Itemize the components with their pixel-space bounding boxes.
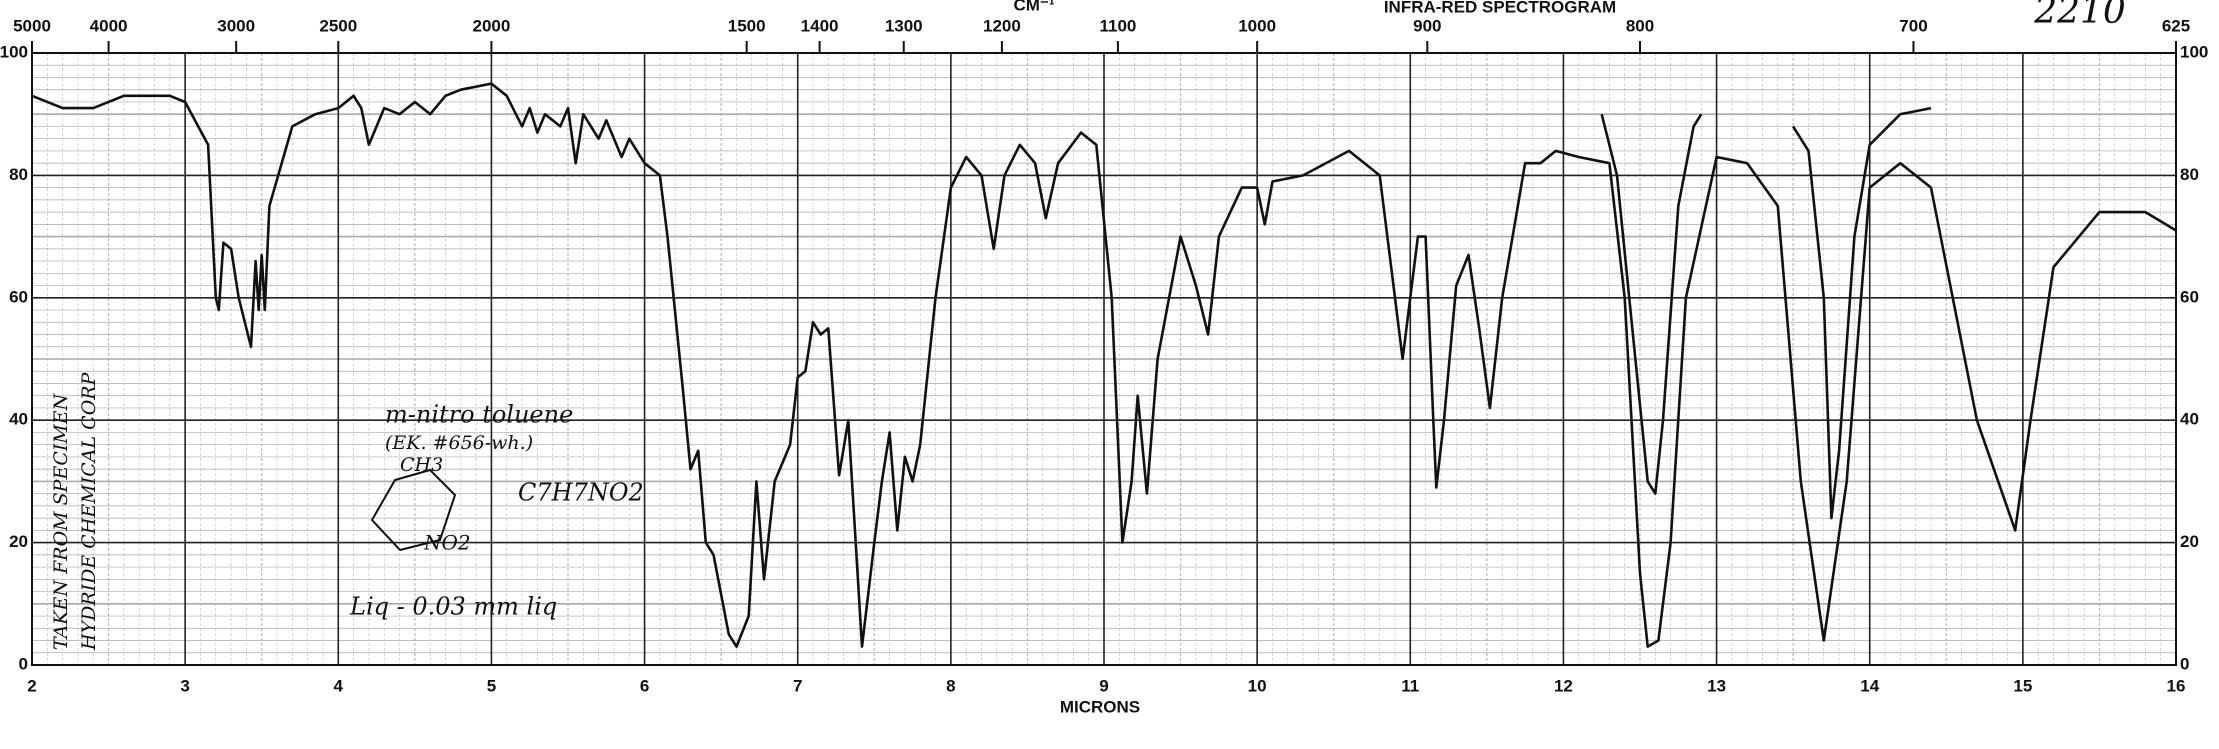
x2-tick-label: 625 — [2162, 16, 2190, 35]
x2-tick-label: 1200 — [983, 16, 1021, 35]
source-note: TAKEN FROM SPECIMEN — [50, 392, 72, 650]
x-tick-label: 15 — [2013, 676, 2032, 695]
x2-tick-label: 1500 — [728, 16, 766, 35]
compound-name: m-nitro toluene — [385, 401, 573, 429]
x2-tick-label: 1000 — [1238, 16, 1276, 35]
x-axis-label: MICRONS — [1060, 697, 1140, 716]
x-tick-label: 11 — [1401, 676, 1419, 695]
x-tick-label: 7 — [793, 676, 802, 695]
benzene-ring — [370, 468, 457, 552]
x-tick-label: 16 — [2167, 676, 2186, 695]
x-tick-label: 4 — [334, 676, 344, 695]
sample-number: 2210 — [2033, 0, 2126, 32]
plot-frame — [31, 52, 2177, 666]
x-tick-label: 9 — [1099, 676, 1108, 695]
x-tick-label: 14 — [1860, 676, 1879, 695]
x-tick-label: 10 — [1248, 676, 1267, 695]
compound-code: (EK. #656-wh.) — [385, 432, 533, 454]
x-tick-label: 3 — [180, 676, 189, 695]
y-tick-label: 60 — [9, 287, 28, 306]
y-tick-label: 80 — [2180, 165, 2199, 184]
y-tick-label: 80 — [9, 165, 28, 184]
phase: Liq - 0.03 mm liq — [349, 593, 557, 621]
x2-tick-label: 4000 — [90, 16, 128, 35]
x2-tick-label: 800 — [1626, 16, 1654, 35]
y-tick-label: 20 — [9, 532, 28, 551]
x2-tick-label: 1400 — [801, 16, 839, 35]
y-tick-label: 40 — [2180, 410, 2199, 429]
x2-tick-label: 5000 — [13, 16, 51, 35]
y-tick-label: 0 — [19, 654, 28, 673]
source-note: HYDRIDE CHEMICAL CORP — [78, 371, 100, 651]
y-tick-label: 60 — [2180, 287, 2199, 306]
x-tick-label: 6 — [640, 676, 649, 695]
y-tick-label: 20 — [2180, 532, 2199, 551]
chart-title: INFRA-RED SPECTROGRAM — [1384, 0, 1616, 16]
x-tick-label: 13 — [1707, 676, 1726, 695]
formula: C7H7NO2 — [518, 479, 644, 507]
x-tick-label: 12 — [1554, 676, 1573, 695]
x-tick-label: 5 — [487, 676, 496, 695]
x-tick-label: 2 — [27, 676, 36, 695]
x2-tick-label: 3000 — [217, 16, 255, 35]
x2-tick-label: 1300 — [885, 16, 923, 35]
x2-tick-label: 900 — [1413, 16, 1441, 35]
y-tick-label: 100 — [2180, 42, 2208, 61]
top-axis-label: CM⁻¹ — [1013, 0, 1054, 14]
y-tick-label: 0 — [2180, 654, 2189, 673]
y-tick-label: 40 — [9, 410, 28, 429]
y-tick-label: 100 — [0, 42, 28, 61]
x2-tick-label: 700 — [1899, 16, 1927, 35]
x2-tick-label: 2000 — [473, 16, 511, 35]
spectrum-line — [31, 82, 2177, 648]
annotations: m-nitro toluene (EK. #656-wh.) CH3 C7H7N… — [50, 371, 644, 651]
x2-tick-label: 2500 — [319, 16, 357, 35]
x-tick-label: 8 — [946, 676, 955, 695]
ch3-label: CH3 — [400, 454, 443, 476]
x2-tick-label: 1100 — [1099, 16, 1136, 35]
spectrum-line — [1600, 106, 1932, 520]
